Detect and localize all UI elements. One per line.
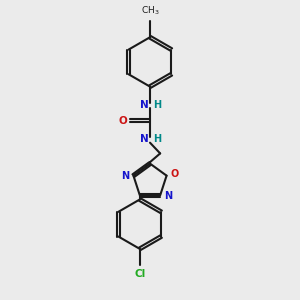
Text: CH$_3$: CH$_3$ xyxy=(141,5,160,17)
Text: N: N xyxy=(122,171,130,181)
Text: N: N xyxy=(140,134,148,145)
Text: O: O xyxy=(118,116,127,126)
Text: N: N xyxy=(164,191,172,201)
Text: H: H xyxy=(154,100,162,110)
Text: H: H xyxy=(154,134,162,145)
Text: Cl: Cl xyxy=(134,268,146,279)
Text: O: O xyxy=(170,169,178,179)
Text: N: N xyxy=(140,100,148,110)
